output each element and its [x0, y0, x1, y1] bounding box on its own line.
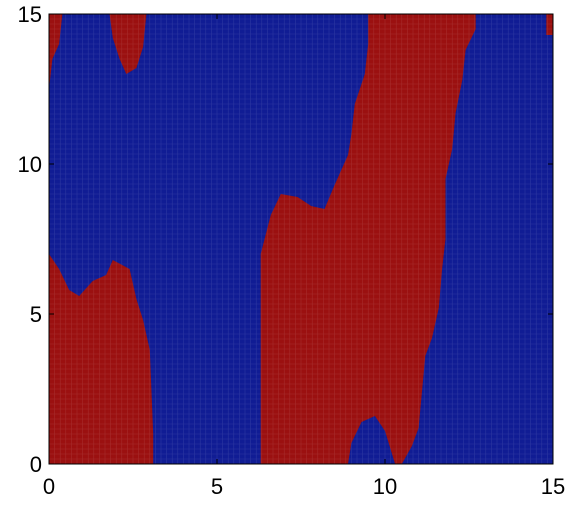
x-tick-label: 5 [211, 474, 223, 499]
plot-frame [48, 13, 554, 465]
mesh-lines [49, 14, 553, 464]
x-tick-label: 0 [43, 474, 55, 499]
x-axis: 0 5 10 15 [43, 14, 565, 499]
mesh-grid [49, 14, 553, 464]
x-tick-label: 15 [541, 474, 565, 499]
region-red-center [260, 14, 476, 464]
region-red-top-left-a [49, 14, 63, 89]
field-regions [49, 14, 553, 464]
y-tick-label: 0 [30, 452, 42, 477]
x-tick-label: 10 [373, 474, 397, 499]
y-tick-label: 15 [18, 2, 42, 27]
y-tick-label: 5 [30, 302, 42, 327]
region-red-top-left-b [109, 14, 147, 74]
y-tick-label: 10 [18, 152, 42, 177]
y-axis: 0 5 10 15 [18, 2, 553, 477]
region-red-top-right [546, 14, 553, 35]
region-red-left-bottom [49, 254, 154, 464]
